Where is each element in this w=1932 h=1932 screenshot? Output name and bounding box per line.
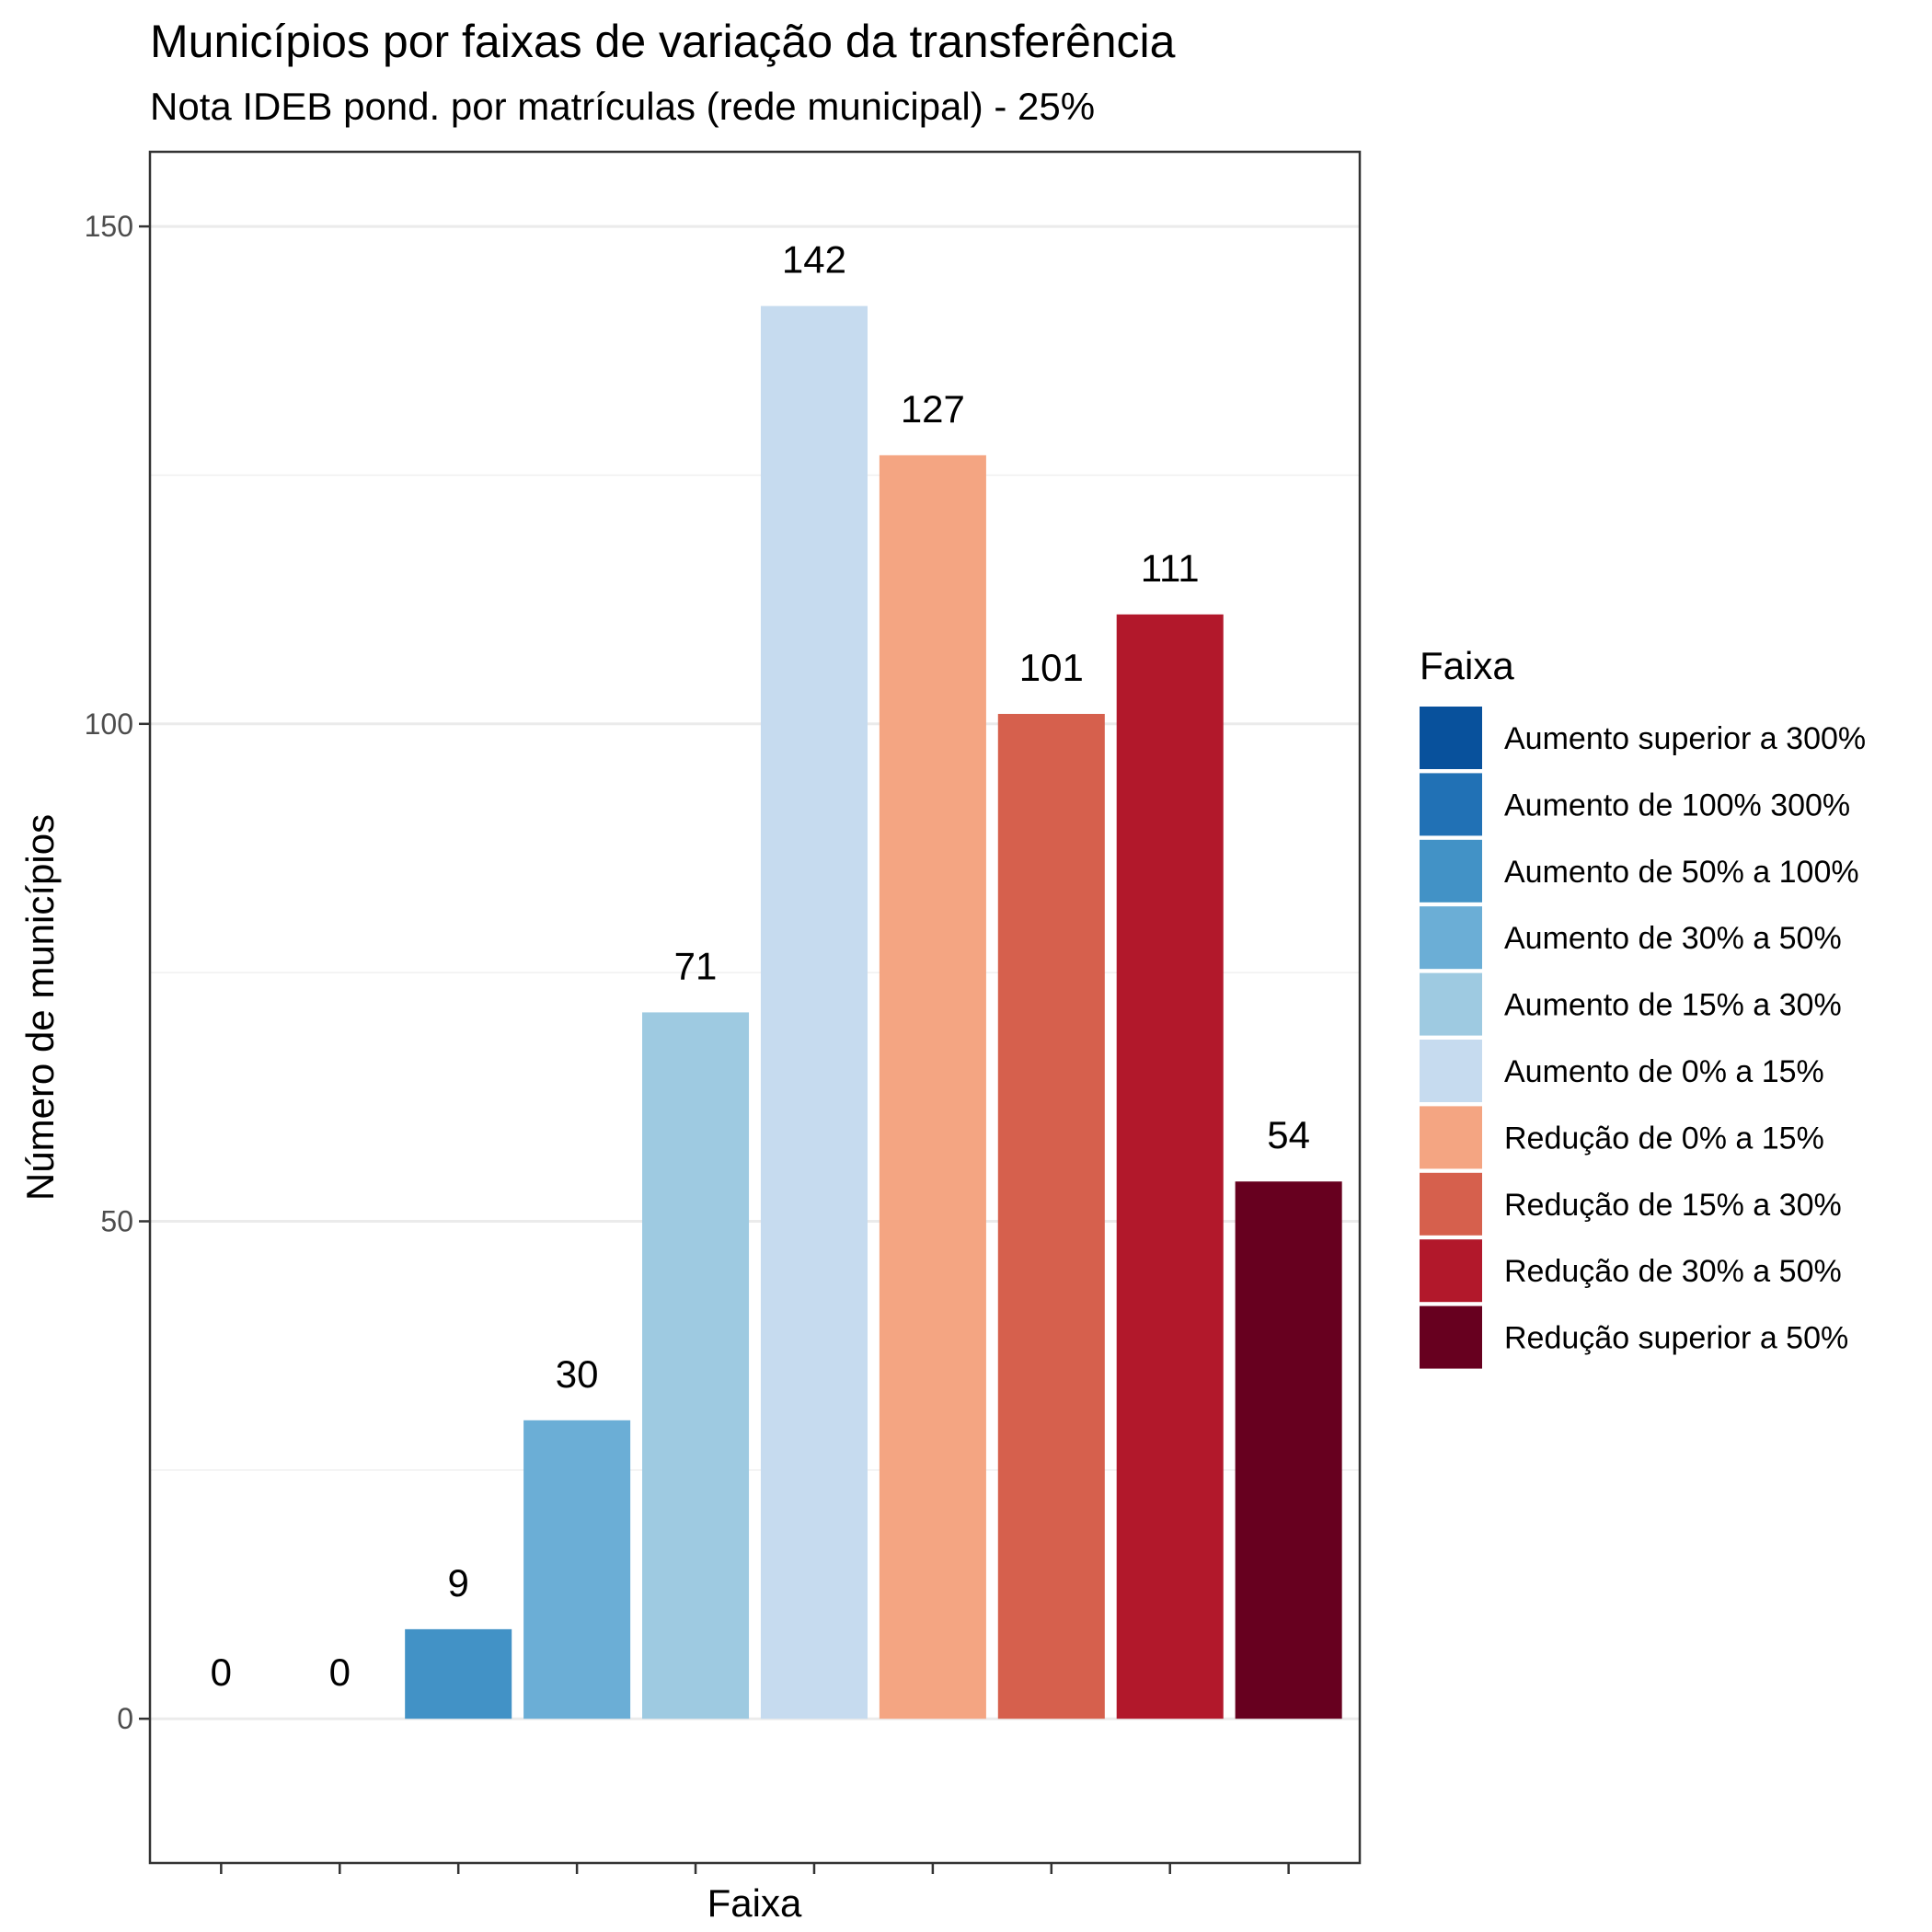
- chart-title: Municípios por faixas de variação da tra…: [150, 16, 1176, 67]
- legend-label: Redução superior a 50%: [1504, 1321, 1848, 1356]
- legend-label: Aumento de 0% a 15%: [1504, 1054, 1824, 1089]
- bar: [405, 1628, 512, 1719]
- plot-panel: 0 0 9 30 71 142 127 101 111 54: [148, 150, 1362, 1865]
- legend-label: Aumento superior a 300%: [1504, 721, 1866, 756]
- legend-label: Redução de 15% a 30%: [1504, 1188, 1842, 1223]
- bar: [997, 713, 1105, 1719]
- bar: [523, 1420, 631, 1719]
- legend-label: Aumento de 100% 300%: [1504, 788, 1850, 822]
- bar: [1116, 614, 1224, 1719]
- bar-value-label: 0: [329, 1650, 351, 1694]
- legend: Faixa Aumento superior a 300% Aumento de …: [1420, 644, 1866, 1369]
- y-tick-label: 150: [85, 210, 133, 243]
- legend-label: Redução de 0% a 15%: [1504, 1121, 1824, 1156]
- bar-value-label: 71: [674, 944, 718, 987]
- legend-key: [1420, 839, 1482, 903]
- bar-value-label: 9: [448, 1561, 469, 1604]
- legend-key: [1420, 1172, 1482, 1236]
- legend-key: [1420, 1106, 1482, 1169]
- legend-key: [1420, 707, 1482, 769]
- legend-title: Faixa: [1420, 644, 1514, 687]
- y-tick-label: 50: [100, 1205, 133, 1238]
- legend-key: [1420, 1239, 1482, 1303]
- bar: [760, 305, 868, 1719]
- x-axis: [220, 1863, 1290, 1874]
- bars: [405, 305, 1342, 1719]
- x-axis-title: Faixa: [707, 1881, 802, 1925]
- bar-value-label: 30: [556, 1352, 599, 1396]
- legend-items: Aumento superior a 300% Aumento de 100% 3…: [1420, 707, 1866, 1369]
- y-tick-label: 0: [117, 1702, 133, 1735]
- bar-value-label: 101: [1019, 646, 1084, 689]
- legend-key: [1420, 773, 1482, 836]
- legend-label: Aumento de 50% a 100%: [1504, 855, 1859, 890]
- bar-value-label: 142: [782, 238, 846, 282]
- legend-label: Redução de 30% a 50%: [1504, 1254, 1842, 1289]
- legend-label: Aumento de 30% a 50%: [1504, 921, 1842, 956]
- chart-subtitle: Nota IDEB pond. por matrículas (rede mun…: [150, 85, 1095, 128]
- bar: [879, 454, 986, 1719]
- bar-value-label: 54: [1267, 1113, 1310, 1156]
- value-labels: 0 0 9 30 71 142 127 101 111 54: [211, 238, 1310, 1695]
- panel-border: [148, 150, 1362, 1865]
- legend-key: [1420, 1040, 1482, 1102]
- bar-value-label: 0: [211, 1650, 232, 1694]
- bar: [642, 1012, 750, 1719]
- y-axis: 0 50 100 150: [85, 210, 150, 1735]
- bar: [1235, 1181, 1342, 1719]
- bar-value-label: 111: [1141, 546, 1200, 590]
- legend-key: [1420, 1305, 1482, 1369]
- legend-key: [1420, 906, 1482, 970]
- y-tick-label: 100: [85, 707, 133, 741]
- y-axis-title: Número de municípios: [18, 814, 62, 1201]
- bar-value-label: 127: [901, 387, 965, 431]
- legend-label: Aumento de 15% a 30%: [1504, 988, 1842, 1023]
- legend-key: [1420, 972, 1482, 1036]
